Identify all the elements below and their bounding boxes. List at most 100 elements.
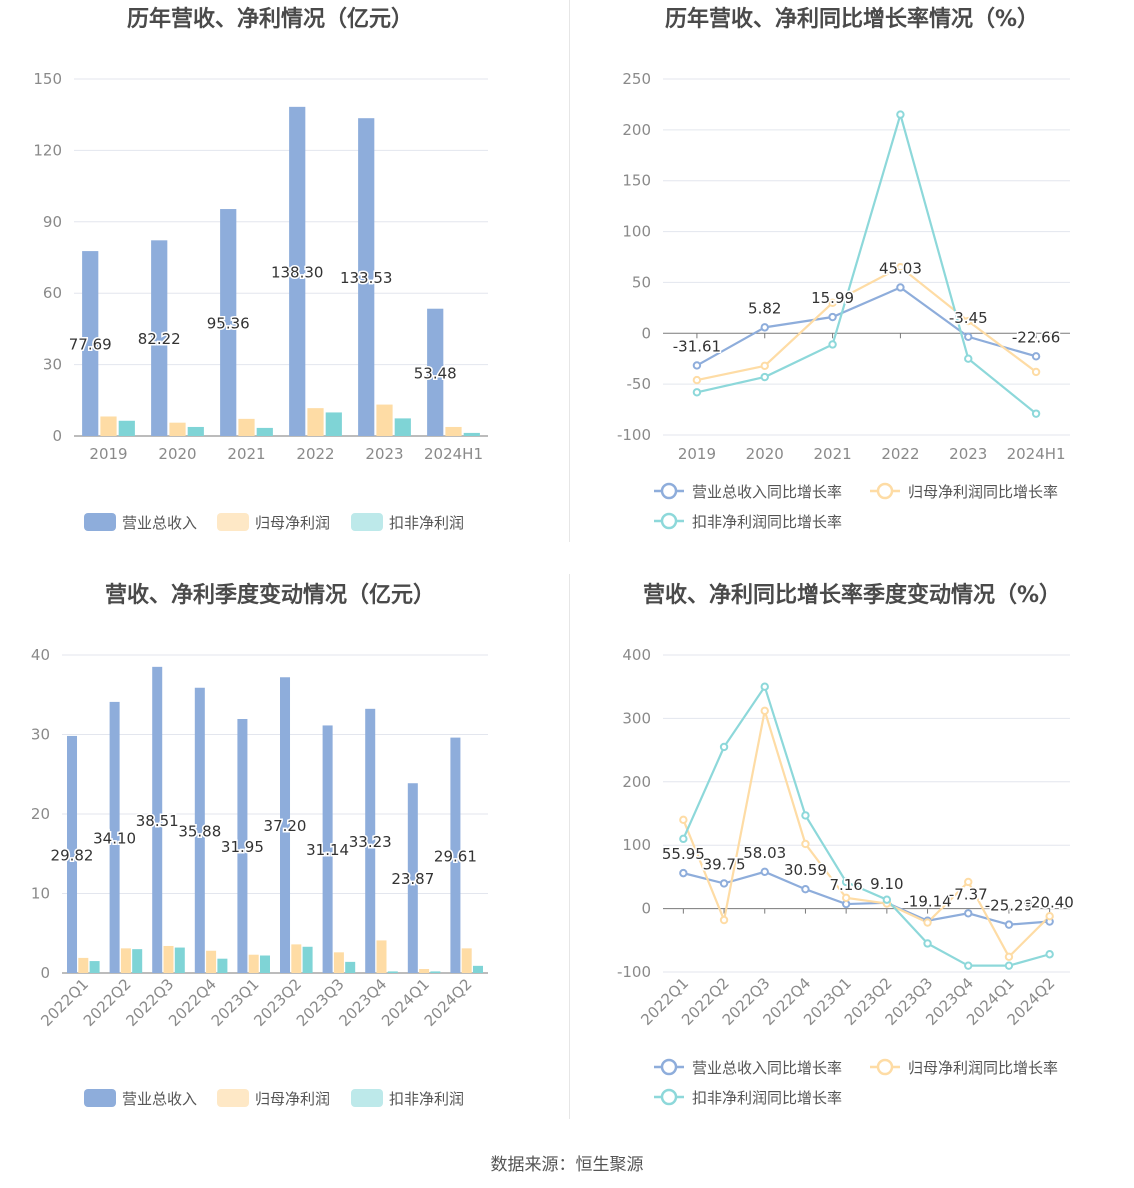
line-point	[964, 354, 973, 363]
line-data-label: 7.16	[829, 876, 862, 894]
legend-marker	[876, 482, 894, 500]
bar-data-label: 29.61	[434, 847, 477, 865]
bar-deducted-profit	[387, 971, 398, 973]
bar-net-profit	[206, 950, 217, 973]
line-data-label: -7.37	[949, 885, 988, 903]
line-data-label: 39.75	[703, 855, 746, 873]
chart-title: 历年营收、净利同比增长率情况（%）	[665, 6, 1039, 32]
bar-net-profit	[307, 408, 324, 436]
bar-data-label: 29.82	[51, 846, 94, 864]
line-point	[828, 340, 837, 349]
y-tick-label: 300	[622, 709, 651, 727]
legend-label: 归母净利润	[255, 514, 330, 532]
y-tick-label: 200	[622, 773, 651, 791]
bar-net-profit	[163, 945, 174, 973]
legend-item: 扣非净利润同比增长率	[654, 1088, 842, 1107]
bar-revenue	[194, 687, 205, 973]
legend-swatch	[217, 513, 249, 531]
bar-data-label: 31.14	[306, 841, 349, 859]
y-tick-label: 0	[52, 427, 62, 445]
line-point	[896, 110, 905, 119]
legend-item: 归母净利润	[217, 1089, 330, 1108]
legend-item: 扣非净利润	[351, 1089, 464, 1108]
line-point	[1004, 952, 1014, 961]
x-tick-label: 2024Q2	[421, 975, 476, 1030]
legend-marker	[660, 1088, 678, 1106]
y-tick-label: 100	[622, 223, 651, 241]
bar-data-label: 33.23	[349, 833, 392, 851]
x-tick-label: 2020	[158, 445, 196, 463]
bar-data-label: 138.30	[271, 263, 324, 281]
bar-deducted-profit	[174, 947, 185, 973]
bar-revenue	[450, 737, 461, 973]
bar-revenue	[289, 106, 306, 436]
line-point	[964, 877, 973, 887]
line-data-label: 55.95	[662, 845, 705, 863]
line-data-label: 5.82	[748, 299, 781, 317]
line-deducted-growth	[696, 110, 1037, 415]
legend-item: 归母净利润同比增长率	[870, 1058, 1058, 1077]
line-point	[760, 372, 769, 382]
y-tick-label: -50	[627, 375, 652, 393]
y-tick-label: 200	[622, 121, 651, 139]
line-net-profit-growth	[682, 710, 1051, 959]
chart-title: 历年营收、净利情况（亿元）	[127, 6, 413, 32]
bar-data-label: 35.88	[178, 822, 221, 840]
legend-item: 归母净利润	[217, 513, 330, 532]
bar-deducted-profit	[302, 946, 313, 973]
bar-net-profit	[238, 418, 255, 436]
bar-net-profit	[248, 954, 259, 973]
y-tick-label: 50	[632, 273, 651, 291]
bar-data-label: 133.53	[340, 269, 393, 287]
x-tick-label: 2024H1	[424, 445, 483, 463]
legend-item: 扣非净利润同比增长率	[654, 512, 842, 531]
bar-deducted-profit	[325, 412, 342, 436]
line-point	[692, 361, 702, 370]
quarterly-revenue-profit-chart: 营收、净利季度变动情况（亿元）0102030402022Q12022Q22022…	[31, 582, 488, 1108]
line-data-label: -3.45	[949, 309, 988, 327]
bar-data-label: 38.51	[136, 812, 179, 830]
line-point	[896, 283, 905, 292]
bar-data-label: 23.87	[391, 870, 434, 888]
bar-net-profit	[100, 416, 117, 436]
bar-net-profit	[445, 426, 462, 436]
annual-growth-rate-chart: 历年营收、净利同比增长率情况（%） -100 -50 0 50 100 150 200 250 2…	[617, 6, 1070, 531]
line-point	[1045, 950, 1054, 959]
bar-net-profit	[419, 969, 430, 973]
line-point	[923, 939, 932, 948]
line-data-label: -19.14	[903, 893, 951, 911]
bar-deducted-profit	[217, 958, 228, 973]
y-tick-label: 0	[641, 900, 651, 918]
x-tick-label: 2022	[296, 445, 334, 463]
line-point	[760, 706, 769, 715]
bar-revenue	[109, 701, 120, 973]
line-point	[679, 834, 688, 844]
x-tick-label: 2023	[949, 445, 987, 463]
line-data-label: 45.03	[879, 259, 922, 277]
legend-swatch	[217, 1089, 249, 1107]
bar-revenue	[67, 735, 78, 973]
legend-marker	[876, 1058, 894, 1076]
line-point	[719, 742, 729, 752]
legend-label: 归母净利润同比增长率	[908, 1059, 1058, 1077]
line-data-label: -31.61	[673, 337, 721, 355]
y-tick-label: 0	[40, 964, 50, 982]
line-point	[964, 909, 973, 918]
line-data-label: -25.29	[985, 897, 1033, 915]
bar-data-label: 37.20	[264, 817, 307, 835]
bar-net-profit	[291, 944, 302, 973]
legend-item: 归母净利润同比增长率	[870, 482, 1058, 501]
legend-label: 营业总收入	[122, 1090, 197, 1108]
line-point	[882, 895, 892, 904]
line-point	[1045, 912, 1054, 921]
y-tick-label: 30	[31, 726, 50, 744]
data-source-note: 数据来源：恒生聚源	[490, 1155, 644, 1175]
bar-data-label: 53.48	[414, 364, 457, 382]
y-tick-label: 30	[43, 356, 62, 374]
y-tick-label: 400	[622, 646, 651, 664]
line-point	[801, 885, 810, 894]
line-point	[964, 961, 973, 970]
line-point	[719, 915, 729, 925]
legend-label: 营业总收入同比增长率	[692, 483, 842, 501]
